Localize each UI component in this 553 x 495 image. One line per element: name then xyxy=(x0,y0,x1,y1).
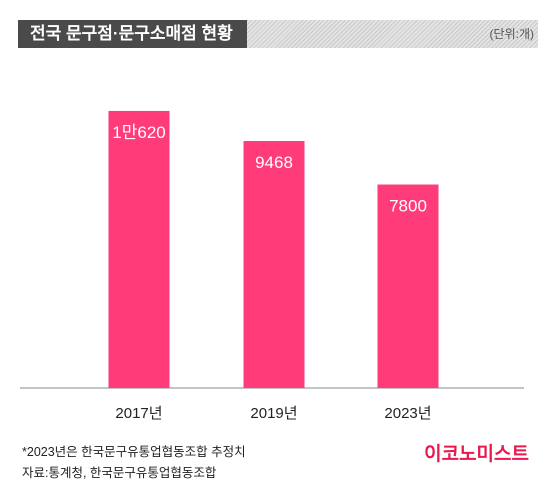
estimate-note: *2023년은 한국문구유통업협동조합 추정치 xyxy=(22,445,246,459)
source-note: 자료:통계청, 한국문구유통업협동조합 xyxy=(22,466,217,480)
bar-value-label-0: 1만620 xyxy=(112,123,165,142)
bar-0 xyxy=(108,110,170,389)
unit-label: (단위:개) xyxy=(489,27,534,41)
chart-header: 전국 문구점·문구소매점 현황 (단위:개) xyxy=(18,20,538,48)
bar-1 xyxy=(243,141,305,388)
category-label-1: 2019년 xyxy=(250,405,297,422)
category-label-0: 2017년 xyxy=(115,405,162,422)
publisher-logo: 이코노미스트 xyxy=(424,444,529,465)
bar-value-label-2: 7800 xyxy=(389,197,427,216)
chart-title: 전국 문구점·문구소매점 현황 xyxy=(18,20,247,48)
category-label-2: 2023년 xyxy=(384,405,431,422)
bar-value-label-1: 9468 xyxy=(255,153,293,172)
bar-2 xyxy=(377,184,439,388)
